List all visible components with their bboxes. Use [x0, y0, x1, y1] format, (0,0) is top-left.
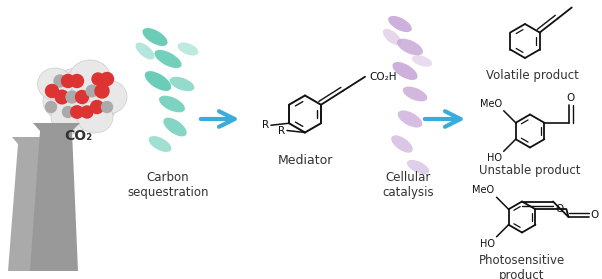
Ellipse shape — [383, 29, 401, 45]
Text: Mediator: Mediator — [278, 154, 333, 167]
Polygon shape — [12, 137, 48, 144]
Ellipse shape — [391, 135, 413, 153]
Circle shape — [55, 90, 69, 104]
Ellipse shape — [143, 28, 167, 46]
Circle shape — [61, 74, 75, 88]
Circle shape — [102, 102, 113, 112]
Ellipse shape — [135, 42, 155, 59]
Text: Unstable product: Unstable product — [479, 164, 581, 177]
Text: Carbon
sequestration: Carbon sequestration — [127, 171, 209, 199]
Ellipse shape — [77, 101, 113, 133]
Circle shape — [95, 84, 109, 98]
Text: HO: HO — [480, 239, 495, 249]
Circle shape — [63, 107, 73, 117]
Ellipse shape — [89, 80, 127, 114]
Ellipse shape — [144, 71, 171, 91]
Circle shape — [66, 91, 78, 103]
Circle shape — [46, 102, 57, 112]
Text: Volatile product: Volatile product — [486, 69, 579, 82]
Text: Cellular
catalysis: Cellular catalysis — [382, 171, 434, 199]
Text: R: R — [262, 120, 269, 130]
Ellipse shape — [51, 100, 89, 134]
Text: CO₂H: CO₂H — [369, 72, 397, 82]
Ellipse shape — [178, 42, 199, 56]
Circle shape — [70, 74, 84, 88]
Circle shape — [81, 106, 93, 118]
Text: R: R — [278, 126, 285, 136]
Ellipse shape — [412, 55, 432, 67]
Circle shape — [71, 106, 83, 118]
Text: HO: HO — [486, 153, 501, 163]
Circle shape — [75, 90, 88, 104]
Circle shape — [46, 85, 58, 97]
Text: MeO: MeO — [480, 99, 501, 109]
Text: Photosensitive
product: Photosensitive product — [479, 254, 565, 279]
Circle shape — [54, 75, 66, 87]
Text: CO₂: CO₂ — [64, 129, 92, 143]
Ellipse shape — [43, 83, 81, 119]
Circle shape — [101, 73, 114, 85]
Ellipse shape — [403, 86, 427, 101]
Ellipse shape — [73, 84, 117, 124]
Circle shape — [92, 73, 104, 85]
Text: MeO: MeO — [473, 185, 495, 195]
Ellipse shape — [170, 77, 194, 91]
Ellipse shape — [149, 136, 172, 152]
Circle shape — [86, 85, 98, 97]
Ellipse shape — [154, 50, 182, 68]
Polygon shape — [30, 131, 78, 271]
Ellipse shape — [407, 160, 429, 174]
Ellipse shape — [393, 62, 418, 80]
Ellipse shape — [37, 68, 72, 100]
Ellipse shape — [52, 68, 104, 110]
Ellipse shape — [397, 39, 423, 55]
Text: O: O — [591, 210, 599, 220]
Ellipse shape — [159, 96, 185, 112]
Ellipse shape — [388, 16, 412, 32]
Circle shape — [90, 100, 104, 114]
Text: O: O — [555, 204, 563, 214]
Polygon shape — [8, 144, 46, 271]
Ellipse shape — [69, 60, 111, 98]
Ellipse shape — [398, 110, 423, 128]
Polygon shape — [33, 123, 80, 131]
Text: O: O — [566, 93, 574, 103]
Ellipse shape — [163, 118, 187, 136]
